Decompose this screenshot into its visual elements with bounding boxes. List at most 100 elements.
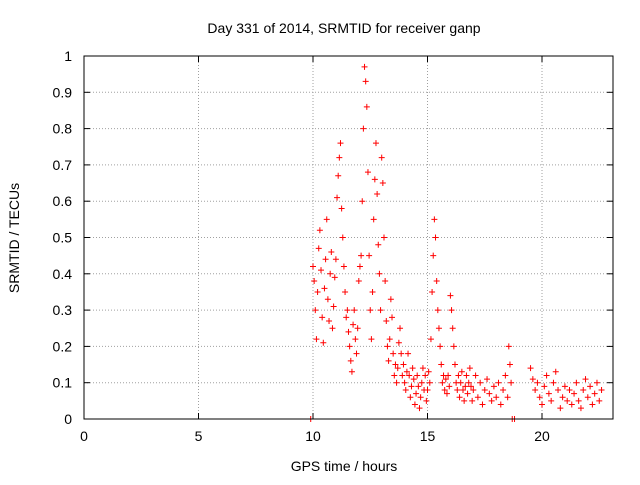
data-point [566, 386, 573, 393]
data-point [342, 288, 349, 295]
x-axis-label: GPS time / hours [291, 458, 398, 474]
data-point [508, 379, 515, 386]
data-point [587, 383, 594, 390]
data-point [447, 292, 454, 299]
data-point [454, 386, 461, 393]
data-point [334, 194, 341, 201]
data-point [575, 397, 582, 404]
data-point [457, 379, 464, 386]
data-point [448, 307, 455, 314]
x-tick-label: 5 [195, 428, 203, 444]
data-point [451, 361, 458, 368]
data-point [465, 379, 472, 386]
data-point [481, 386, 488, 393]
data-point [422, 372, 429, 379]
data-point [366, 252, 373, 259]
data-point [474, 394, 481, 401]
data-point [338, 205, 345, 212]
data-point [329, 325, 336, 332]
data-point [316, 227, 323, 234]
points-layer [307, 63, 605, 422]
data-point [596, 397, 603, 404]
data-point [433, 278, 440, 285]
x-tick-label: 0 [80, 428, 88, 444]
data-point [584, 394, 591, 401]
data-point [564, 397, 571, 404]
data-point [488, 397, 495, 404]
data-point [497, 401, 504, 408]
data-point [486, 390, 493, 397]
data-point [352, 336, 359, 343]
data-point [534, 379, 541, 386]
data-point [424, 386, 431, 393]
data-point [320, 339, 327, 346]
data-point [425, 368, 432, 375]
data-point [463, 372, 470, 379]
y-tick-label: 1 [64, 48, 72, 64]
data-point [504, 394, 511, 401]
data-point [321, 285, 328, 292]
data-point [434, 307, 441, 314]
data-point [355, 278, 362, 285]
data-point [340, 263, 347, 270]
data-point [415, 383, 422, 390]
data-point [385, 357, 392, 364]
x-tick-label: 15 [420, 428, 436, 444]
data-point [371, 176, 378, 183]
data-point [398, 350, 405, 357]
data-point [337, 140, 344, 147]
data-point [527, 365, 534, 372]
data-point [367, 307, 374, 314]
data-point [387, 296, 394, 303]
data-point [409, 365, 416, 372]
data-point [432, 234, 439, 241]
data-point [348, 368, 355, 375]
data-point [380, 234, 387, 241]
data-point [577, 405, 584, 412]
data-point [391, 372, 398, 379]
data-point [397, 325, 404, 332]
data-point [555, 386, 562, 393]
y-tick-label: 0.3 [53, 302, 73, 318]
data-point [441, 386, 448, 393]
data-point [550, 379, 557, 386]
data-point [345, 328, 352, 335]
data-point [322, 256, 329, 263]
data-point [392, 361, 399, 368]
data-point [443, 390, 450, 397]
data-point [439, 379, 446, 386]
data-point [598, 386, 605, 393]
data-point [449, 325, 456, 332]
data-point [495, 379, 502, 386]
data-point [456, 394, 463, 401]
data-point [324, 296, 331, 303]
data-point [312, 307, 319, 314]
chart-title: Day 331 of 2014, SRMTID for receiver gan… [207, 20, 480, 36]
data-point [386, 336, 393, 343]
data-point [416, 405, 423, 412]
y-tick-label: 0.1 [53, 375, 73, 391]
data-point [431, 216, 438, 223]
data-point [470, 386, 477, 393]
data-point [335, 172, 342, 179]
data-point [418, 379, 425, 386]
data-point [529, 376, 536, 383]
data-point [445, 372, 452, 379]
data-point [400, 361, 407, 368]
data-point [536, 394, 543, 401]
data-point [323, 216, 330, 223]
data-point [539, 401, 546, 408]
data-point [466, 365, 473, 372]
data-point [461, 397, 468, 404]
data-point [437, 343, 444, 350]
data-point [442, 376, 449, 383]
data-point [407, 394, 414, 401]
data-point [330, 303, 337, 310]
data-point [493, 394, 500, 401]
data-point [327, 270, 334, 277]
data-point [438, 361, 445, 368]
data-point [548, 397, 555, 404]
data-point [376, 270, 383, 277]
data-point [354, 325, 361, 332]
